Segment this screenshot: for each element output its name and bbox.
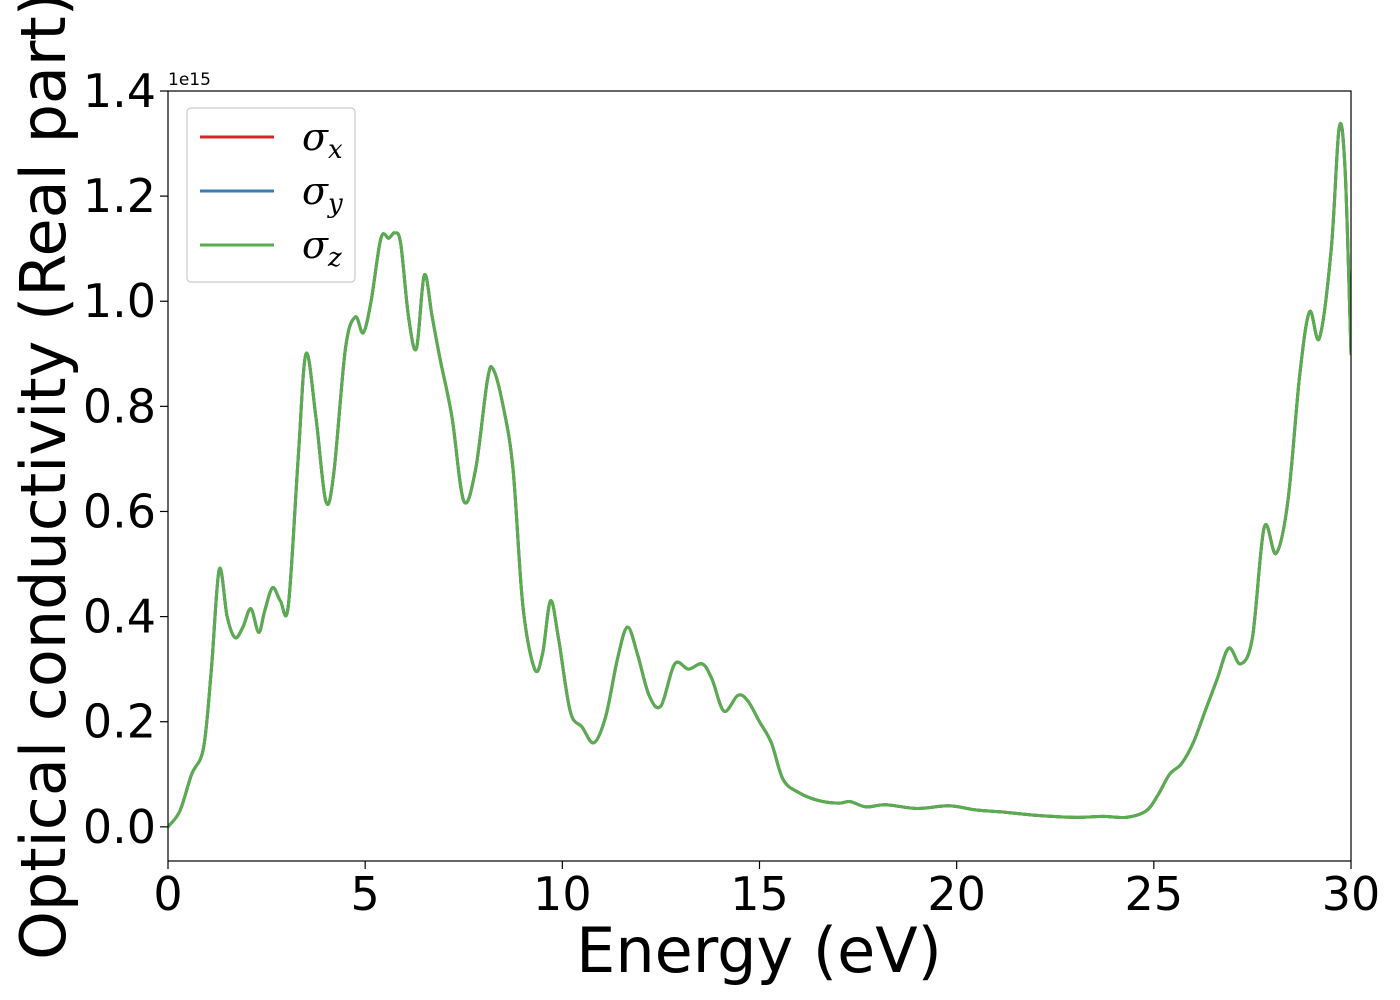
series-line-z xyxy=(168,121,1351,829)
y-tick-label: 0.4 xyxy=(83,590,156,644)
x-tick-label: 20 xyxy=(927,867,986,921)
y-axis-title: Optical conductivity (Real part) xyxy=(7,0,80,960)
y-tick-label: 0.2 xyxy=(83,695,156,749)
x-tick-label: 0 xyxy=(153,867,182,921)
x-tick-label: 10 xyxy=(533,867,592,921)
plot-area xyxy=(168,91,1351,861)
y-axis: 0.0 0.2 0.4 0.6 0.8 1.0 1.2 1.4 xyxy=(83,64,168,854)
x-tick-label: 5 xyxy=(351,867,380,921)
legend-label-y: σy xyxy=(302,169,343,219)
legend-label-x: σx xyxy=(302,115,343,165)
y-tick-label: 1.0 xyxy=(83,274,156,328)
y-tick-label: 1.2 xyxy=(83,169,156,223)
x-tick-label: 25 xyxy=(1125,867,1184,921)
x-axis: 0 5 10 15 20 25 30 xyxy=(153,861,1380,921)
y-offset-label: 1e15 xyxy=(168,70,211,90)
y-tick-label: 0.6 xyxy=(83,484,156,538)
x-tick-label: 30 xyxy=(1322,867,1381,921)
legend-frame xyxy=(186,107,356,283)
x-axis-title: Energy (eV) xyxy=(576,914,942,987)
x-tick-label: 15 xyxy=(730,867,789,921)
y-tick-label: 0.0 xyxy=(83,800,156,854)
y-tick-label: 1.4 xyxy=(83,64,156,118)
y-tick-label: 0.8 xyxy=(83,379,156,433)
legend-label-z: σz xyxy=(302,223,342,273)
series-layer xyxy=(168,121,1351,829)
